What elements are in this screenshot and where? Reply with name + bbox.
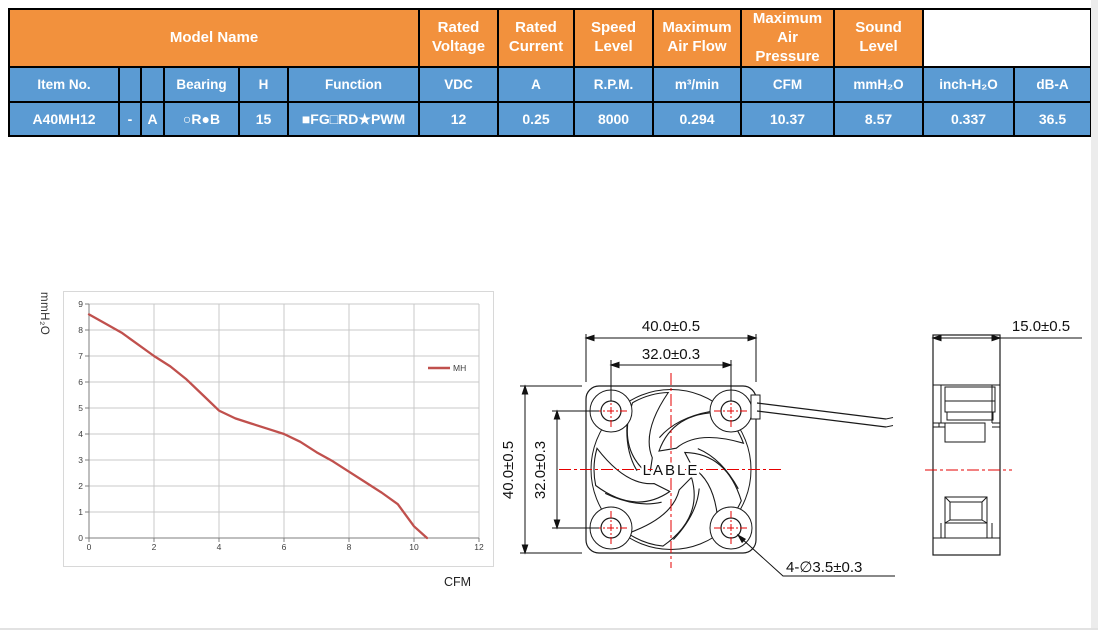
chart-x-axis-title: CFM	[444, 575, 472, 589]
table-header-cell: Maximum Air Flow	[652, 7, 743, 69]
table-data-cell: 8000	[573, 101, 655, 138]
fan-blade	[593, 447, 671, 503]
chart-series-mh	[87, 313, 429, 540]
chart-x-tick-label: 0	[87, 542, 92, 552]
table-subheader-cell: CFM	[740, 66, 836, 104]
table-data-cell: 15	[238, 101, 289, 138]
table-header-cell: Rated Voltage	[418, 7, 500, 69]
side-view	[932, 334, 1001, 556]
chart-x-tick-label: 4	[217, 542, 222, 552]
table-subheader-cell	[118, 66, 142, 104]
side-body	[932, 334, 1001, 556]
table-header-cell: Sound Level	[833, 7, 925, 69]
chart-y-tick-label: 0	[78, 533, 83, 543]
wire-exit	[750, 394, 761, 420]
wire-tips	[885, 417, 894, 428]
dim-front-width-outer: 40.0±0.5	[642, 318, 700, 335]
chart-y-tick-label: 2	[78, 481, 83, 491]
table-subheader-cell: Item No.	[8, 66, 120, 104]
table-data-cell: ■FG□RD★PWM	[286, 101, 421, 138]
table-data-cell: 0.337	[922, 101, 1016, 138]
dim-front-height-outer: 40.0±0.5	[500, 441, 517, 499]
dim-front-width-inner: 32.0±0.3	[642, 346, 700, 363]
table-subheader-cell: m³/min	[652, 66, 743, 104]
table-data-cell: 36.5	[1013, 101, 1093, 138]
chart-x-tick-label: 2	[152, 542, 157, 552]
chart-x-tick-label: 10	[409, 542, 419, 552]
chart-y-tick-label: 4	[78, 429, 83, 439]
table-subheader-cell: inch-H₂O	[922, 66, 1016, 104]
table-data-cell: A40MH12	[8, 101, 120, 138]
chart-y-tick-label: 5	[78, 403, 83, 413]
window-edge-bottom	[0, 628, 1098, 630]
table-data-cell: 0.25	[497, 101, 576, 138]
fan-blade-detail	[658, 410, 711, 438]
fan-blade-detail	[672, 488, 700, 540]
chart-y-tick-label: 8	[78, 325, 83, 335]
table-subheader-cell: Function	[286, 66, 421, 104]
performance-chart: 0 2 4 6 8 10 12 0 1 2 3 4 5 6 7 8 9 MH	[63, 291, 494, 567]
chart-y-tick-label: 7	[78, 351, 83, 361]
front-centerlines	[559, 373, 783, 568]
fan-blade-detail	[697, 448, 739, 490]
chart-x-tick-label: 8	[347, 542, 352, 552]
chart-y-axis-title: mmH₂O	[38, 292, 50, 336]
table-header-cell: Maximum Air Pressure	[740, 7, 836, 69]
fan-blade-detail	[604, 492, 662, 505]
side-dimension	[931, 334, 1082, 342]
table-subheader-cell	[140, 66, 165, 104]
lead-wires	[756, 402, 887, 428]
table-data-cell: 8.57	[833, 101, 925, 138]
table-header-cell: Speed Level	[573, 7, 655, 69]
dim-front-height-inner: 32.0±0.3	[532, 441, 549, 499]
table-header-cell: Model Name	[7, 7, 421, 69]
chart-x-tick-label: 6	[282, 542, 287, 552]
front-dimensions	[520, 334, 895, 577]
table-data-cell: ○R●B	[163, 101, 240, 138]
table-data-cell: A	[140, 101, 165, 138]
fan-center-label: LABLE	[643, 462, 700, 479]
table-subheader-cell: R.P.M.	[573, 66, 655, 104]
chart-y-tick-label: 6	[78, 377, 83, 387]
table-header-cell: Rated Current	[497, 7, 576, 69]
spec-table: Model Name Rated Voltage Rated Current Spee…	[7, 7, 1093, 138]
table-subheader-cell: mmH₂O	[833, 66, 925, 104]
fan-technical-drawing: LABLE 40.0±0.5 32.0±0.3 40.0±0.5 32.0±0.…	[500, 318, 1082, 577]
dim-mounting-holes: 4-∅3.5±0.3	[786, 559, 862, 576]
table-subheader-cell: VDC	[418, 66, 500, 104]
chart-y-tick-label: 1	[78, 507, 83, 517]
table-subheader-cell: Bearing	[163, 66, 240, 104]
fan-blade	[626, 391, 670, 477]
dim-side-depth: 15.0±0.5	[1012, 318, 1070, 335]
window-edge-right	[1091, 0, 1098, 630]
spec-table-grid: Model Name Rated Voltage Rated Current Spee…	[7, 7, 1093, 138]
chart-y-tick-label: 9	[78, 299, 83, 309]
chart-x-tick-label: 12	[474, 542, 484, 552]
table-subheader-cell: H	[238, 66, 289, 104]
table-data-cell: 0.294	[652, 101, 743, 138]
legend-label: MH	[453, 363, 466, 373]
table-subheader-cell: dB-A	[1013, 66, 1093, 104]
table-data-cell: 12	[418, 101, 500, 138]
table-subheader-cell: A	[497, 66, 576, 104]
chart-y-tick-label: 3	[78, 455, 83, 465]
table-data-cell: -	[118, 101, 142, 138]
fan-blade	[626, 476, 695, 547]
table-data-cell: 10.37	[740, 101, 836, 138]
